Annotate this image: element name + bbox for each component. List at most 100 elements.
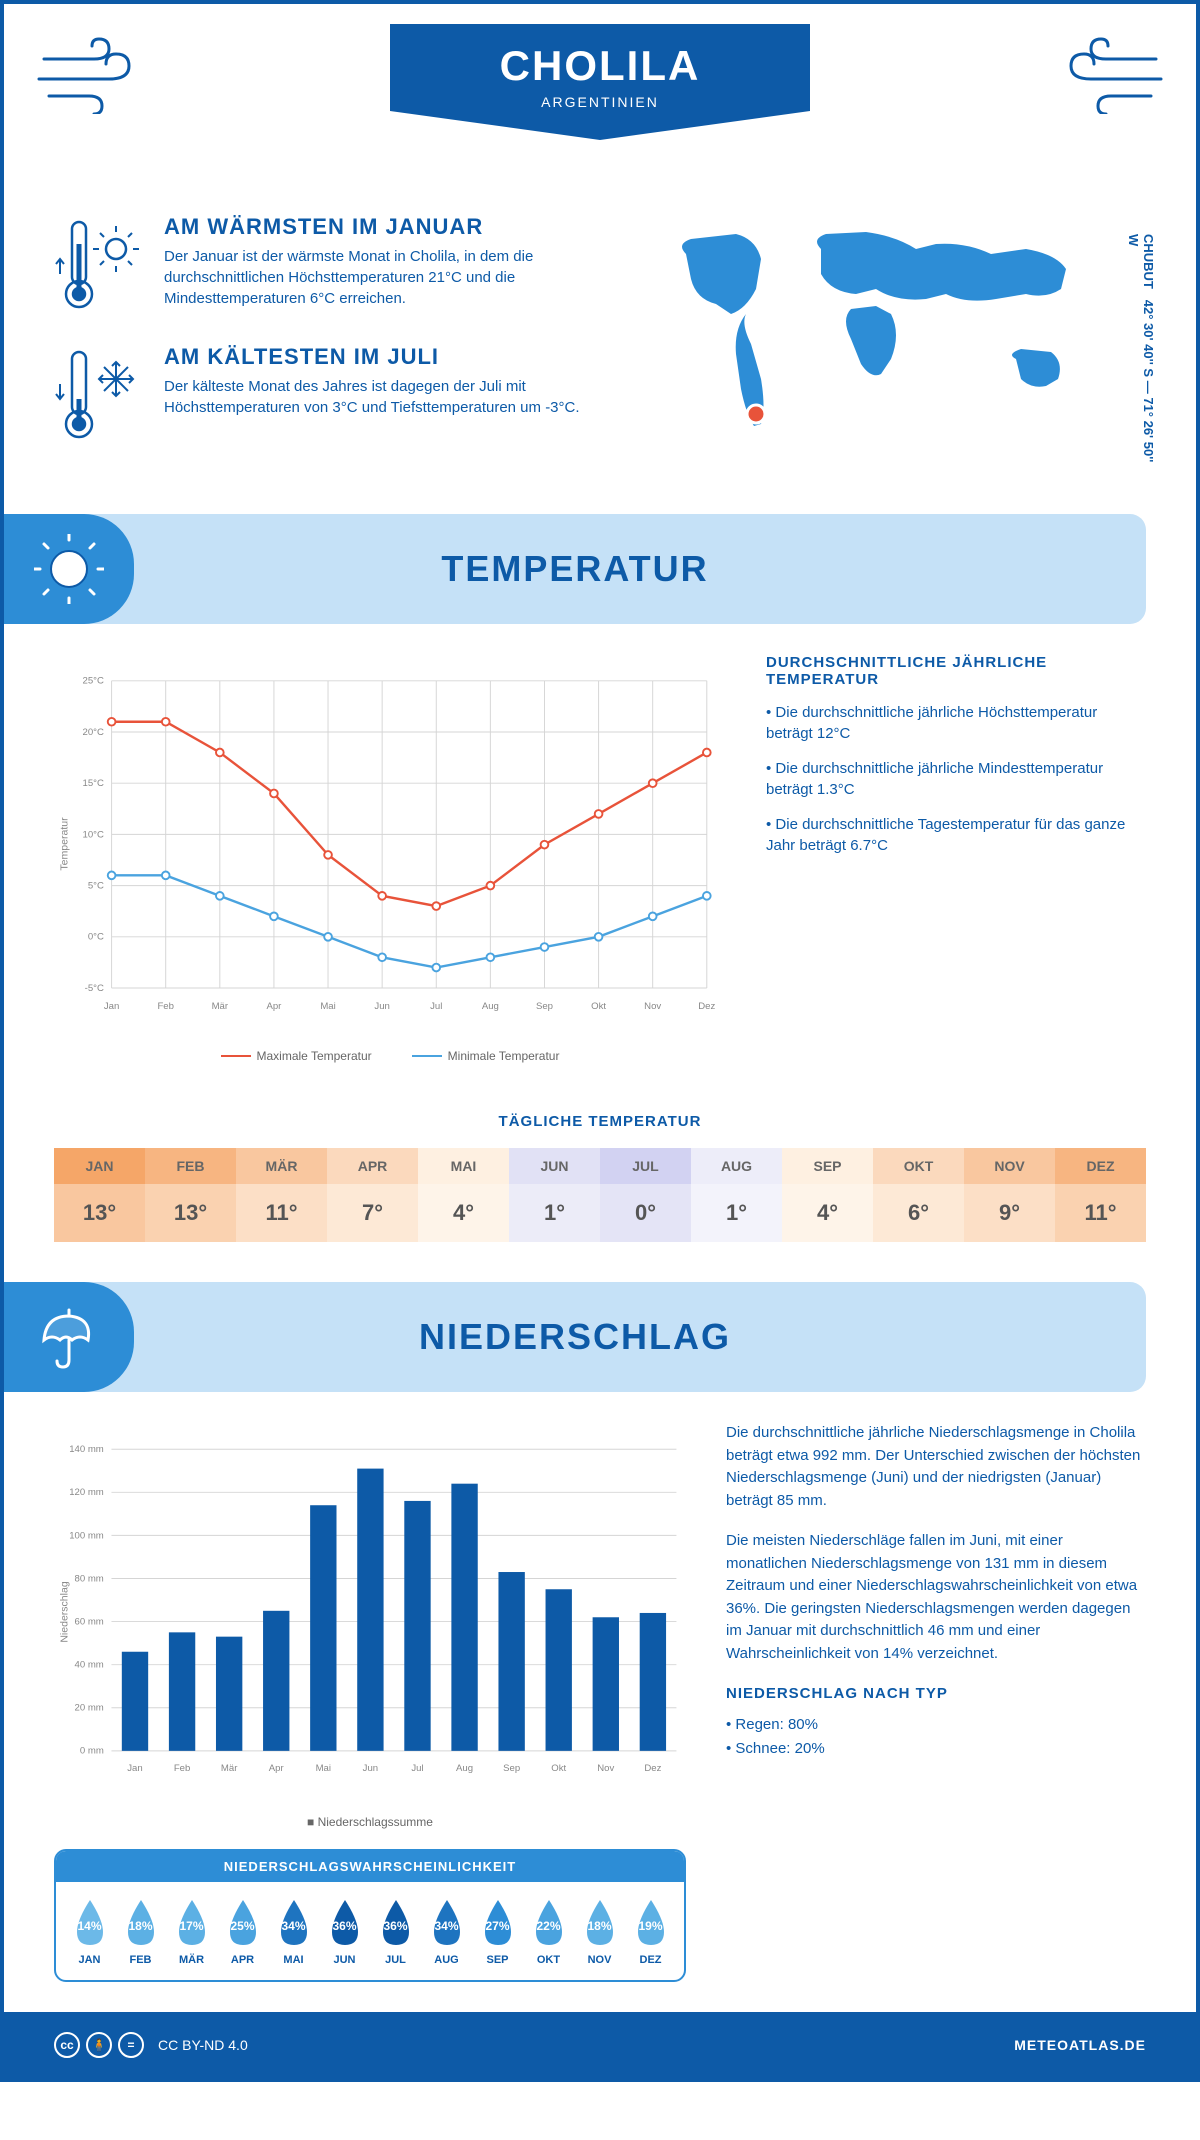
svg-text:Jul: Jul: [411, 1763, 423, 1774]
probability-box: NIEDERSCHLAGSWAHRSCHEINLICHKEIT 14%JAN18…: [54, 1849, 686, 1982]
footer: cc 🧍 = CC BY-ND 4.0 METEOATLAS.DE: [4, 2012, 1196, 2078]
svg-text:Aug: Aug: [482, 1001, 499, 1012]
svg-text:Feb: Feb: [174, 1763, 190, 1774]
probability-cell: 18%NOV: [574, 1896, 625, 1966]
warmest-title: AM WÄRMSTEN IM JANUAR: [164, 214, 606, 240]
svg-text:Aug: Aug: [456, 1763, 473, 1774]
daily-cell: JUL0°: [600, 1148, 691, 1242]
temperature-section-header: TEMPERATUR: [4, 514, 1146, 624]
daily-cell: DEZ11°: [1055, 1148, 1146, 1242]
probability-cell: 36%JUL: [370, 1896, 421, 1966]
nd-icon: =: [118, 2032, 144, 2058]
svg-text:Temperatur: Temperatur: [58, 817, 70, 871]
svg-text:Jan: Jan: [127, 1763, 142, 1774]
by-icon: 🧍: [86, 2032, 112, 2058]
probability-cell: 18%FEB: [115, 1896, 166, 1966]
coldest-block: AM KÄLTESTEN IM JULI Der kälteste Monat …: [54, 344, 606, 444]
daily-cell: APR7°: [327, 1148, 418, 1242]
probability-cell: 34%AUG: [421, 1896, 472, 1966]
svg-text:Jun: Jun: [374, 1001, 389, 1012]
svg-text:-5°C: -5°C: [85, 983, 104, 994]
svg-text:Mai: Mai: [320, 1001, 335, 1012]
svg-text:25°C: 25°C: [83, 676, 104, 687]
probability-cell: 34%MAI: [268, 1896, 319, 1966]
overview: AM WÄRMSTEN IM JANUAR Der Januar ist der…: [4, 184, 1196, 504]
svg-text:Mär: Mär: [221, 1763, 238, 1774]
daily-cell: OKT6°: [873, 1148, 964, 1242]
probability-cell: 27%SEP: [472, 1896, 523, 1966]
svg-text:Jan: Jan: [104, 1001, 119, 1012]
temperature-chart: -5°C0°C5°C10°C15°C20°C25°CJanFebMärAprMa…: [54, 654, 726, 1063]
daily-cell: MAI4°: [418, 1148, 509, 1242]
svg-text:Jun: Jun: [363, 1763, 378, 1774]
svg-text:100 mm: 100 mm: [69, 1530, 104, 1541]
svg-text:Niederschlag: Niederschlag: [58, 1581, 70, 1643]
header: CHOLILA ARGENTINIEN: [4, 4, 1196, 184]
svg-text:Sep: Sep: [536, 1001, 553, 1012]
svg-text:20°C: 20°C: [83, 727, 104, 738]
svg-text:Nov: Nov: [597, 1763, 614, 1774]
probability-cell: 14%JAN: [64, 1896, 115, 1966]
probability-cell: 22%OKT: [523, 1896, 574, 1966]
svg-text:Dez: Dez: [698, 1001, 715, 1012]
country-name: ARGENTINIEN: [390, 94, 810, 110]
svg-text:60 mm: 60 mm: [75, 1616, 104, 1627]
warmest-block: AM WÄRMSTEN IM JANUAR Der Januar ist der…: [54, 214, 606, 314]
svg-text:Mär: Mär: [212, 1001, 229, 1012]
svg-text:0 mm: 0 mm: [80, 1746, 104, 1757]
daily-cell: AUG1°: [691, 1148, 782, 1242]
coordinates: CHUBUT 42° 30' 40'' S — 71° 26' 50'' W: [1126, 234, 1156, 474]
daily-temp-title: TÄGLICHE TEMPERATUR: [4, 1113, 1196, 1130]
precipitation-section-header: NIEDERSCHLAG: [4, 1282, 1146, 1392]
precipitation-chart: 0 mm 20 mm 40 mm 60 mm 80 mm 100 mm 120 mm 140 …: [54, 1422, 686, 1982]
infographic-page: CHOLILA ARGENTINIEN AM WÄRMSTEN IM JANUA…: [0, 0, 1200, 2082]
warmest-text: Der Januar ist der wärmste Monat in Chol…: [164, 246, 606, 309]
svg-text:80 mm: 80 mm: [75, 1573, 104, 1584]
probability-cell: 19%DEZ: [625, 1896, 676, 1966]
map-area: CHUBUT 42° 30' 40'' S — 71° 26' 50'' W: [646, 214, 1146, 474]
precipitation-title: NIEDERSCHLAG: [419, 1316, 731, 1358]
probability-cell: 17%MÄR: [166, 1896, 217, 1966]
coldest-text: Der kälteste Monat des Jahres ist dagege…: [164, 376, 606, 418]
daily-cell: JUN1°: [509, 1148, 600, 1242]
svg-text:Sep: Sep: [503, 1763, 520, 1774]
daily-cell: FEB13°: [145, 1148, 236, 1242]
temperature-summary: DURCHSCHNITTLICHE JÄHRLICHE TEMPERATUR •…: [766, 654, 1146, 1063]
daily-cell: MÄR11°: [236, 1148, 327, 1242]
location-marker: [747, 405, 765, 423]
probability-title: NIEDERSCHLAGSWAHRSCHEINLICHKEIT: [56, 1851, 684, 1882]
daily-cell: JAN13°: [54, 1148, 145, 1242]
svg-text:0°C: 0°C: [88, 932, 104, 943]
svg-text:140 mm: 140 mm: [69, 1444, 104, 1455]
svg-text:15°C: 15°C: [83, 778, 104, 789]
svg-text:Nov: Nov: [644, 1001, 661, 1012]
svg-text:Okt: Okt: [551, 1763, 566, 1774]
svg-text:20 mm: 20 mm: [75, 1703, 104, 1714]
title-banner: CHOLILA ARGENTINIEN: [390, 24, 810, 140]
svg-text:Okt: Okt: [591, 1001, 606, 1012]
daily-cell: NOV9°: [964, 1148, 1055, 1242]
svg-text:40 mm: 40 mm: [75, 1660, 104, 1671]
probability-cell: 25%APR: [217, 1896, 268, 1966]
sun-icon: [34, 534, 104, 604]
svg-text:Mai: Mai: [316, 1763, 331, 1774]
precipitation-summary: Die durchschnittliche jährliche Niedersc…: [726, 1422, 1146, 1982]
world-map-icon: [646, 214, 1106, 434]
svg-text:Feb: Feb: [157, 1001, 174, 1012]
coldest-title: AM KÄLTESTEN IM JULI: [164, 344, 606, 370]
wind-icon-right: [1046, 34, 1166, 114]
probability-cell: 36%JUN: [319, 1896, 370, 1966]
license: cc 🧍 = CC BY-ND 4.0: [54, 2032, 248, 2058]
temperature-title: TEMPERATUR: [441, 548, 708, 590]
svg-text:5°C: 5°C: [88, 880, 104, 891]
thermometer-cold-icon: [54, 344, 144, 444]
umbrella-icon: [34, 1302, 104, 1372]
cc-icon: cc: [54, 2032, 80, 2058]
thermometer-hot-icon: [54, 214, 144, 314]
precip-legend: ■ Niederschlagssumme: [54, 1815, 686, 1829]
svg-text:120 mm: 120 mm: [69, 1487, 104, 1498]
wind-icon-left: [34, 34, 154, 114]
site-name: METEOATLAS.DE: [1014, 2037, 1146, 2053]
daily-cell: SEP4°: [782, 1148, 873, 1242]
svg-text:Apr: Apr: [266, 1001, 282, 1012]
